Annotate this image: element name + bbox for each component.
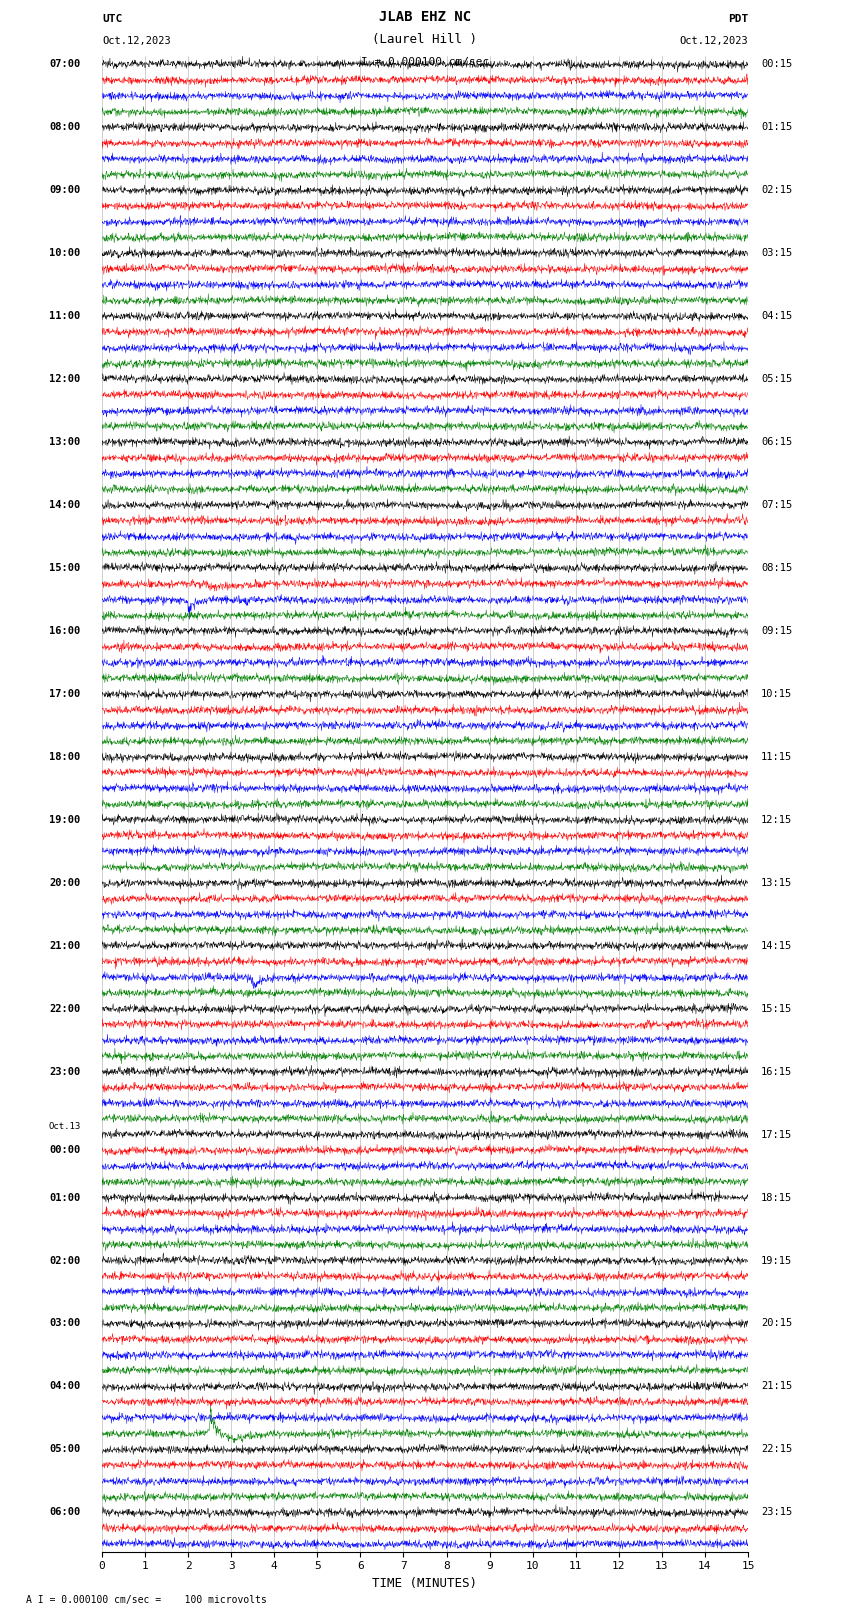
- Text: (Laurel Hill ): (Laurel Hill ): [372, 32, 478, 47]
- Text: 20:15: 20:15: [761, 1318, 792, 1329]
- Text: 13:00: 13:00: [49, 437, 81, 447]
- Text: 01:00: 01:00: [49, 1192, 81, 1203]
- Text: 21:00: 21:00: [49, 940, 81, 950]
- Text: 08:00: 08:00: [49, 123, 81, 132]
- Text: 18:00: 18:00: [49, 752, 81, 761]
- Text: Oct.12,2023: Oct.12,2023: [679, 35, 748, 47]
- Text: 16:15: 16:15: [761, 1066, 792, 1076]
- Text: 08:15: 08:15: [761, 563, 792, 573]
- Text: JLAB EHZ NC: JLAB EHZ NC: [379, 10, 471, 24]
- Text: PDT: PDT: [728, 13, 748, 24]
- Text: 09:15: 09:15: [761, 626, 792, 636]
- Text: 06:15: 06:15: [761, 437, 792, 447]
- Text: 12:15: 12:15: [761, 815, 792, 824]
- Text: 00:15: 00:15: [761, 60, 792, 69]
- Text: 03:15: 03:15: [761, 248, 792, 258]
- Text: 14:00: 14:00: [49, 500, 81, 510]
- Text: 02:00: 02:00: [49, 1255, 81, 1266]
- Text: 10:00: 10:00: [49, 248, 81, 258]
- Text: 22:15: 22:15: [761, 1444, 792, 1455]
- Text: 17:00: 17:00: [49, 689, 81, 698]
- Text: 19:15: 19:15: [761, 1255, 792, 1266]
- Text: 03:00: 03:00: [49, 1318, 81, 1329]
- Text: 20:00: 20:00: [49, 877, 81, 887]
- Text: 21:15: 21:15: [761, 1381, 792, 1392]
- Text: 14:15: 14:15: [761, 940, 792, 950]
- Text: 15:15: 15:15: [761, 1003, 792, 1013]
- Text: 12:00: 12:00: [49, 374, 81, 384]
- Text: 23:00: 23:00: [49, 1066, 81, 1076]
- Text: 23:15: 23:15: [761, 1508, 792, 1518]
- Text: 13:15: 13:15: [761, 877, 792, 887]
- Text: 11:00: 11:00: [49, 311, 81, 321]
- Text: 09:00: 09:00: [49, 185, 81, 195]
- Text: 04:00: 04:00: [49, 1381, 81, 1392]
- Text: 06:00: 06:00: [49, 1508, 81, 1518]
- Text: I = 0.000100 cm/sec: I = 0.000100 cm/sec: [361, 56, 489, 66]
- Text: 05:00: 05:00: [49, 1444, 81, 1455]
- Text: 05:15: 05:15: [761, 374, 792, 384]
- Text: 07:00: 07:00: [49, 60, 81, 69]
- X-axis label: TIME (MINUTES): TIME (MINUTES): [372, 1578, 478, 1590]
- Text: 17:15: 17:15: [761, 1129, 792, 1140]
- Text: Oct.12,2023: Oct.12,2023: [102, 35, 171, 47]
- Text: 19:00: 19:00: [49, 815, 81, 824]
- Text: Oct.13: Oct.13: [48, 1123, 81, 1131]
- Text: 11:15: 11:15: [761, 752, 792, 761]
- Text: UTC: UTC: [102, 13, 122, 24]
- Text: 07:15: 07:15: [761, 500, 792, 510]
- Text: 10:15: 10:15: [761, 689, 792, 698]
- Text: 01:15: 01:15: [761, 123, 792, 132]
- Text: 18:15: 18:15: [761, 1192, 792, 1203]
- Text: 15:00: 15:00: [49, 563, 81, 573]
- Text: 04:15: 04:15: [761, 311, 792, 321]
- Text: 02:15: 02:15: [761, 185, 792, 195]
- Text: 00:00: 00:00: [49, 1145, 81, 1155]
- Text: A I = 0.000100 cm/sec =    100 microvolts: A I = 0.000100 cm/sec = 100 microvolts: [26, 1595, 266, 1605]
- Text: 16:00: 16:00: [49, 626, 81, 636]
- Text: 22:00: 22:00: [49, 1003, 81, 1013]
